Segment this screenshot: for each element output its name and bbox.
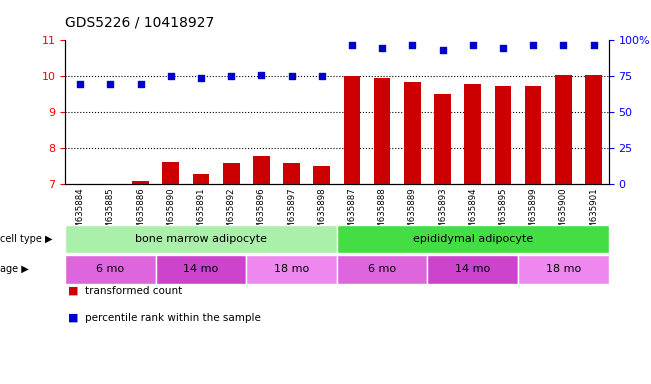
Bar — [428, 255, 518, 284]
Bar — [374, 78, 391, 184]
Bar — [404, 82, 421, 184]
Point — [589, 41, 599, 48]
Bar — [434, 94, 451, 184]
Text: age ▶: age ▶ — [0, 264, 29, 275]
Point — [256, 72, 267, 78]
Point — [196, 74, 206, 81]
Bar — [65, 255, 156, 284]
Text: 14 mo: 14 mo — [184, 264, 219, 275]
Bar — [518, 255, 609, 284]
Point — [498, 45, 508, 51]
Point — [75, 81, 85, 87]
Text: cell type ▶: cell type ▶ — [0, 234, 53, 244]
Bar — [253, 156, 270, 184]
Bar — [314, 166, 330, 184]
Bar — [344, 76, 360, 184]
Bar — [464, 84, 481, 184]
Point — [165, 73, 176, 79]
Text: transformed count: transformed count — [85, 286, 182, 296]
Bar — [495, 86, 511, 184]
Bar — [525, 86, 542, 184]
Bar — [193, 174, 210, 184]
Text: ■: ■ — [68, 286, 83, 296]
Text: ■: ■ — [68, 313, 83, 323]
Point — [377, 45, 387, 51]
Bar — [163, 162, 179, 184]
Point — [226, 73, 236, 79]
Point — [105, 81, 116, 87]
Point — [407, 41, 417, 48]
Point — [316, 73, 327, 79]
Point — [528, 41, 538, 48]
Text: GDS5226 / 10418927: GDS5226 / 10418927 — [65, 15, 214, 29]
Text: bone marrow adipocyte: bone marrow adipocyte — [135, 234, 267, 244]
Text: epididymal adipocyte: epididymal adipocyte — [413, 234, 533, 244]
Bar — [337, 255, 428, 284]
Text: percentile rank within the sample: percentile rank within the sample — [85, 313, 260, 323]
Text: 6 mo: 6 mo — [368, 264, 396, 275]
Point — [347, 41, 357, 48]
Bar — [555, 74, 572, 184]
Text: 6 mo: 6 mo — [96, 264, 124, 275]
Bar — [283, 163, 300, 184]
Text: 14 mo: 14 mo — [455, 264, 490, 275]
Point — [467, 41, 478, 48]
Point — [437, 47, 448, 53]
Bar — [337, 225, 609, 253]
Bar — [223, 163, 240, 184]
Bar — [65, 225, 337, 253]
Point — [286, 73, 297, 79]
Point — [558, 41, 568, 48]
Bar — [132, 182, 149, 184]
Text: 18 mo: 18 mo — [274, 264, 309, 275]
Point — [135, 81, 146, 87]
Bar — [585, 74, 602, 184]
Text: 18 mo: 18 mo — [546, 264, 581, 275]
Bar — [246, 255, 337, 284]
Bar — [156, 255, 246, 284]
